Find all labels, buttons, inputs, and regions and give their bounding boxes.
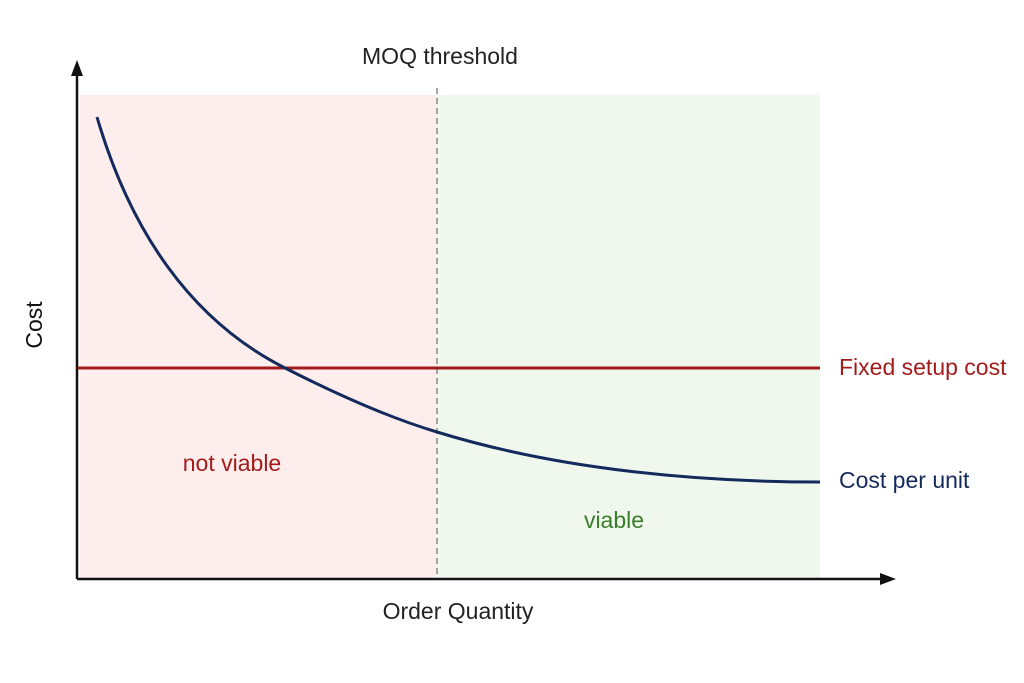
y-arrow	[71, 60, 83, 76]
not-viable-region	[80, 95, 437, 579]
unit-cost-curve	[95, 116, 821, 484]
viable-label: viable	[584, 507, 644, 533]
viable-region	[437, 95, 820, 579]
x-arrow	[880, 573, 896, 585]
fixed-cost-label: Fixed setup cost	[839, 354, 1007, 380]
threshold-label: MOQ threshold	[362, 43, 518, 69]
y-axis-label: Cost	[21, 301, 47, 349]
x-axis-label: Order Quantity	[383, 598, 534, 624]
unit-cost-label: Cost per unit	[839, 467, 970, 493]
not-viable-label: not viable	[183, 450, 281, 476]
